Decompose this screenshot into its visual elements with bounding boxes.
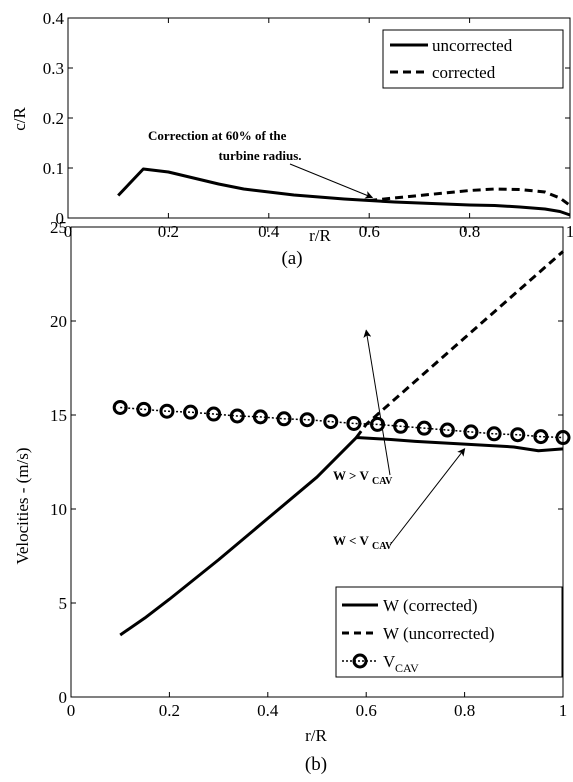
annotation-upper-sub: CAV	[372, 476, 393, 487]
x-tick-label: 1	[566, 222, 573, 241]
y-tick-label: 0.3	[43, 59, 64, 78]
b-series-2-marker	[276, 411, 292, 427]
x-tick-label: 0.4	[257, 701, 279, 720]
panel-a-ylabel: c/R	[10, 107, 29, 131]
panel-b-legend-box	[335, 586, 563, 678]
b-series-2-marker	[229, 408, 245, 424]
b-series-2-marker	[112, 399, 128, 415]
b-series-2-line	[120, 406, 564, 439]
b-series-2-marker	[416, 420, 432, 436]
b-series-2-marker	[463, 424, 479, 440]
panel-b-series	[112, 250, 571, 637]
y-tick-label: 15	[50, 406, 67, 425]
annotation-lower-sub: CAV	[372, 541, 393, 552]
legend-label-uncorrected: uncorrected	[432, 36, 513, 55]
legend-label-vcav-sub: CAV	[395, 661, 419, 675]
x-tick-label: 1	[559, 701, 568, 720]
panel-a-xlabel: r/R	[309, 226, 331, 245]
panel-b-ylabel: Velocities - (m/s)	[13, 447, 32, 564]
y-tick-label: 20	[50, 312, 67, 331]
y-tick-label: 0.2	[43, 109, 64, 128]
x-tick-label: 0	[67, 701, 76, 720]
y-tick-label: 5	[59, 594, 68, 613]
y-tick-label: 0.4	[43, 9, 65, 28]
legend-label-w-corrected: W (corrected)	[383, 596, 478, 615]
annotation-lower-arrow	[389, 448, 466, 546]
panel-b-annotation-lower: W < V CAV	[333, 448, 466, 552]
panel-a-legend: uncorrected corrected	[382, 29, 564, 89]
x-tick-label: 0.2	[158, 222, 179, 241]
x-tick-label: 0.4	[258, 222, 280, 241]
x-tick-label: 0.8	[454, 701, 475, 720]
legend-swatch-vcav-marker	[352, 653, 368, 669]
annotation-lower-main: W < V	[333, 533, 369, 548]
y-tick-label: 0	[59, 688, 68, 707]
panel-b-plot-frame	[70, 226, 564, 698]
y-tick-label: 25	[50, 218, 67, 237]
panel-a-annotation-arrow	[289, 163, 374, 199]
panel-b-annotation-upper: W > V CAV	[333, 329, 393, 487]
b-series-2-marker	[323, 414, 339, 430]
b-series-2-marker	[159, 403, 175, 419]
panel-b-caption: (b)	[305, 754, 327, 775]
b-series-2-marker	[510, 427, 526, 443]
b-series-2-marker	[206, 406, 222, 422]
x-tick-label: 0.8	[459, 222, 480, 241]
legend-label-w-uncorrected: W (uncorrected)	[383, 624, 495, 643]
panel-a-annotation-line1: Correction at 60% of the	[148, 128, 287, 143]
legend-label-corrected: corrected	[432, 63, 496, 82]
b-series-2-marker	[136, 401, 152, 417]
y-tick-label: 0.1	[43, 159, 64, 178]
a-series-1-line	[369, 187, 571, 207]
b-series-2-marker	[393, 418, 409, 434]
x-tick-label: 0	[64, 222, 73, 241]
panel-a-legend-box	[382, 29, 564, 89]
b-series-2-marker	[370, 416, 386, 432]
panel-b-xlabel: r/R	[305, 726, 327, 745]
panel-a-caption: (a)	[281, 248, 302, 269]
a-series-0-line	[117, 167, 571, 217]
annotation-upper-main: W > V	[333, 468, 369, 483]
y-tick-label: 10	[50, 500, 67, 519]
b-series-2-marker	[346, 415, 362, 431]
y-tick-label: 0	[56, 209, 65, 228]
annotation-upper-arrow	[363, 329, 391, 476]
x-tick-label: 0.2	[159, 701, 180, 720]
b-series-2-marker	[533, 429, 549, 445]
x-tick-label: 0.6	[356, 701, 377, 720]
panel-a: 0 0.2 0.4 0.6 0.8 100.10.20.30.4 c/R r/R (a) …	[10, 9, 573, 269]
b-series-1-line	[355, 250, 564, 439]
b-series-2-marker	[439, 422, 455, 438]
x-tick-label: 0.6	[359, 222, 380, 241]
panel-b-legend: W (corrected) W (uncorrected) V CAV	[335, 586, 563, 678]
panel-a-annotation-line2: turbine radius.	[218, 148, 301, 163]
b-series-2-marker	[486, 426, 502, 442]
b-series-2-marker	[252, 409, 268, 425]
legend-label-vcav: V	[383, 652, 396, 671]
b-series-2-marker	[299, 412, 315, 428]
b-series-2-marker	[183, 404, 199, 420]
panel-a-series	[117, 167, 571, 217]
